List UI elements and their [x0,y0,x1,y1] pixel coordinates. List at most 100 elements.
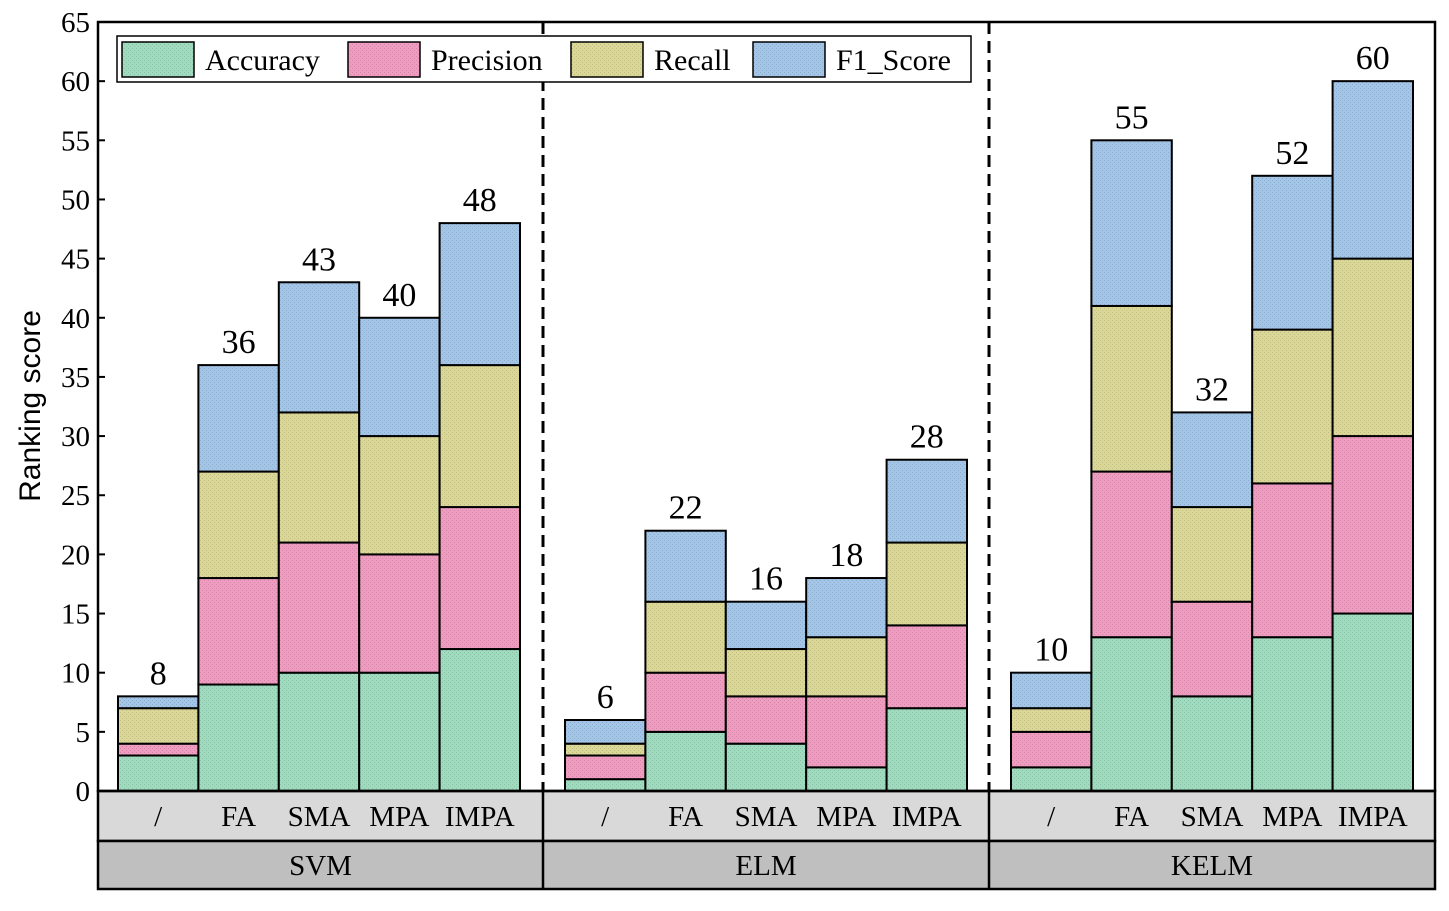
y-tick-label: 55 [61,125,90,157]
legend-label: Accuracy [205,44,320,77]
legend-swatch-texture [571,42,643,77]
y-tick-label: 65 [61,7,90,39]
bar-segment-f1-score [1170,411,1254,509]
bar-total-label: 28 [910,419,944,456]
bar-total-label: 8 [150,655,167,692]
bar-segment-recall [117,707,200,745]
y-tick-label: 20 [61,539,90,571]
bar-segment-precision [1251,482,1334,639]
bar-segment-recall [1331,257,1414,438]
bar-segment-accuracy [1170,695,1254,792]
bar-segment-recall [724,648,808,698]
x-category-label: MPA [369,801,429,833]
bar-segment-f1-score [358,316,441,438]
bar-segment-recall [197,470,280,580]
x-category-label: SMA [288,801,351,833]
bar-segment-accuracy [805,766,888,792]
bar-segment-f1-score [117,695,200,710]
bar-total-label: 55 [1115,99,1149,136]
bar-segment-precision [197,577,280,686]
y-tick-label: 10 [61,658,90,690]
x-category-label: IMPA [1338,801,1408,833]
bar-segment-accuracy [277,671,361,793]
bar-segment-f1-score [1251,174,1334,331]
bar-total-label: 32 [1195,371,1229,408]
bar-segment-f1-score [724,600,808,651]
bar-segment-precision [438,506,522,651]
bar-total-label: 10 [1034,632,1068,669]
x-category-label: / [154,801,163,833]
bar-segment-precision [805,695,888,769]
bar-total-label: 18 [829,537,863,574]
legend-swatch-texture [753,42,825,77]
bar-segment-precision [724,695,808,745]
bar-segment-recall [1170,506,1254,603]
y-tick-label: 50 [61,184,90,216]
x-category-label: MPA [1262,801,1322,833]
x-category-label: MPA [816,801,876,833]
bar-segment-precision [117,742,200,757]
bar-segment-recall [438,364,522,509]
x-category-label: IMPA [445,801,515,833]
bar-segment-f1-score [885,458,968,544]
bar-segment-precision [644,671,727,733]
legend-box [116,35,972,83]
x-category-label: SMA [735,801,798,833]
y-tick-label: 25 [61,480,90,512]
y-tick-label: 60 [61,66,90,98]
bar-total-label: 52 [1275,135,1309,172]
x-group-label: ELM [735,850,796,882]
legend-swatch-texture [348,42,420,77]
bar-segment-recall [358,435,441,556]
bar-segment-f1-score [197,364,280,473]
bar-segment-recall [1010,707,1093,733]
bar-total-label: 16 [749,561,783,598]
bar-segment-f1-score [1090,139,1173,307]
bar-segment-precision [358,553,441,674]
x-group-label: SVM [289,850,352,882]
bar-segment-accuracy [564,778,647,793]
bar-segment-precision [885,624,968,710]
bar-segment-recall [805,636,888,698]
bar-segment-accuracy [1331,612,1414,792]
bar-segment-f1-score [805,577,888,639]
bar-total-label: 43 [302,241,336,278]
y-tick-label: 45 [61,244,90,276]
bar-segment-accuracy [644,730,727,792]
bar-segment-accuracy [1251,636,1334,793]
bar-segment-accuracy [358,671,441,793]
x-category-label: IMPA [892,801,962,833]
bar-total-label: 48 [463,182,497,219]
x-category-label: FA [1114,801,1149,833]
bar-segment-f1-score [1010,671,1093,710]
x-category-label: FA [221,801,256,833]
legend-label: F1_Score [836,44,951,77]
bar-segment-f1-score [438,222,522,367]
bar-segment-precision [1010,730,1093,769]
x-category-label: / [1047,801,1056,833]
bar-segment-accuracy [117,754,200,792]
legend-label: Recall [654,44,731,77]
y-axis: 0 5 10 15 20 25 30 35 40 45 50 55 60 65 [61,7,105,808]
bar-segment-accuracy [1010,766,1093,792]
bar-segment-recall [644,600,727,674]
y-tick-label: 30 [61,421,90,453]
bar-total-label: 36 [222,324,256,361]
x-category-label: / [601,801,610,833]
bar-total-label: 40 [382,277,416,314]
bar-segment-f1-score [277,281,361,414]
y-tick-label: 15 [61,599,90,631]
bar-segment-precision [1090,470,1173,639]
bar-segment-accuracy [885,707,968,793]
plot-frame [96,20,1437,793]
bar-segment-f1-score [564,719,647,745]
bar-segment-accuracy [1090,636,1173,793]
bar-total-label: 22 [669,490,703,527]
x-axis: / FA SMA MPA IMPA SVM / FA SMA MPA IMPA ELM / FA SMA MP… [96,789,1437,891]
y-tick-label: 35 [61,362,90,394]
x-category-label: FA [668,801,703,833]
bar-segment-recall [1251,328,1334,485]
bar-segment-recall [277,411,361,544]
bar-segment-accuracy [438,648,522,792]
